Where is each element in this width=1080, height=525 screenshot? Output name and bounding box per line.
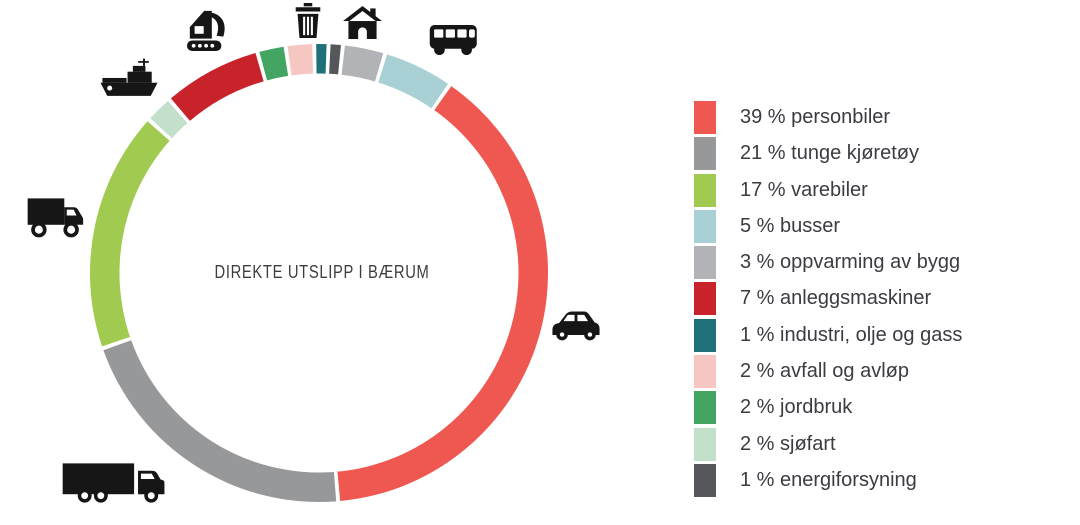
trash-icon [294, 3, 322, 38]
legend-item-oppvarming-av-bygg: 3 % oppvarming av bygg [694, 246, 962, 280]
legend-label: 21 % tunge kjøretøy [740, 142, 919, 165]
legend-label: 3 % oppvarming av bygg [740, 251, 961, 274]
ring-segment-tunge-kjøretøy [103, 340, 337, 503]
legend-label: 2 % jordbruk [740, 396, 853, 419]
legend-label: 1 % energiforsyning [740, 468, 917, 491]
bus-icon [429, 24, 478, 56]
legend-item-sjøfart: 2 % sjøfart [694, 427, 962, 461]
legend-swatch [694, 318, 716, 352]
legend-swatch [694, 101, 716, 134]
ring-segment-industri-olje-og-gass [316, 44, 327, 74]
ring-segment-energiforsyning [329, 44, 341, 75]
legend-swatch [694, 282, 716, 316]
legend-item-personbiler: 39 % personbiler [694, 101, 962, 134]
legend-label: 2 % avfall og avløp [740, 360, 909, 383]
legend-label: 1 % industri, olje og gass [740, 323, 963, 346]
legend-item-varebiler: 17 % varebiler [694, 173, 962, 207]
legend-label: 39 % personbiler [740, 106, 891, 128]
legend-swatch [694, 355, 716, 389]
ring-segment-oppvarming-av-bygg [341, 45, 384, 82]
car-icon [551, 306, 601, 342]
legend-item-energiforsyning: 1 % energiforsyning [694, 463, 962, 497]
ring-segment-sjøfart [150, 100, 188, 139]
legend-label: 5 % busser [740, 214, 841, 237]
legend-swatch [694, 246, 716, 280]
ring-segment-jordbruk [259, 46, 289, 81]
legend-swatch [694, 173, 716, 207]
legend-item-tunge-kjøretøy: 21 % tunge kjøretøy [694, 137, 962, 171]
legend-item-anleggsmaskiner: 7 % anleggsmaskiner [694, 282, 962, 316]
ring-segment-personbiler [337, 86, 549, 502]
legend-swatch [694, 137, 716, 171]
legend-item-busser: 5 % busser [694, 209, 962, 243]
truck-icon [62, 458, 170, 504]
ring-segment-busser [378, 54, 449, 109]
van-icon [27, 194, 84, 238]
donut-ring [90, 44, 549, 503]
legend-swatch [694, 391, 716, 425]
legend-item-jordbruk: 2 % jordbruk [694, 391, 962, 425]
ship-icon [100, 58, 158, 96]
legend-swatch [694, 209, 716, 243]
legend-swatch [694, 427, 716, 461]
excavator-icon [186, 4, 230, 54]
legend-label: 2 % sjøfart [740, 432, 836, 455]
legend-label: 7 % anleggsmaskiner [740, 287, 932, 310]
ring-segment-avfall-og-avløp [287, 44, 314, 76]
chart-title: DIREKTE UTSLIPP I BÆRUM [214, 262, 430, 282]
house-icon [343, 6, 382, 39]
ring-segment-anleggsmaskiner [170, 52, 264, 121]
legend-label: 17 % varebiler [740, 178, 868, 201]
ring-segment-varebiler [90, 121, 170, 347]
legend: 39 % personbiler 21 % tunge kjøretøy 17 % … [694, 101, 962, 500]
legend-swatch [694, 463, 716, 497]
legend-item-avfall-og-avløp: 2 % avfall og avløp [694, 355, 962, 389]
legend-item-industri-olje-og-gass: 1 % industri, olje og gass [694, 318, 963, 352]
